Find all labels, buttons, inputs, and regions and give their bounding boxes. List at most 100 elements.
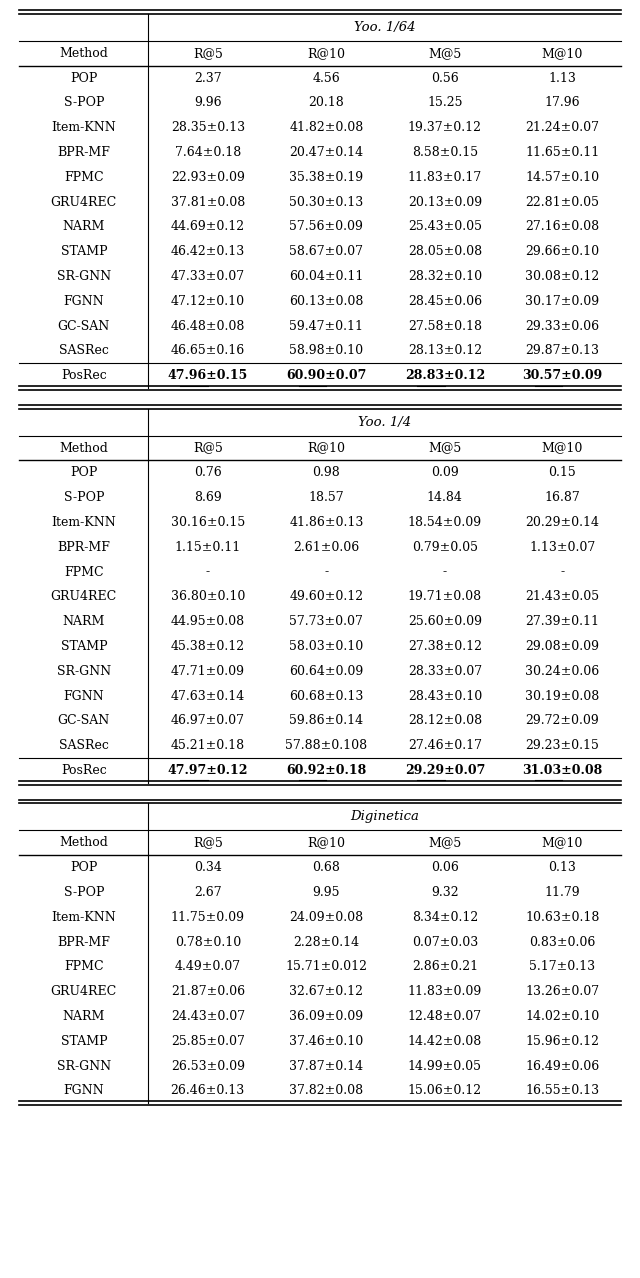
Text: 8.58±0.15: 8.58±0.15 [412,146,478,158]
Text: 37.81±0.08: 37.81±0.08 [171,196,245,208]
Text: 60.90±0.07: 60.90±0.07 [286,369,367,382]
Text: M@5: M@5 [428,441,461,455]
Text: 14.57±0.10: 14.57±0.10 [525,171,600,184]
Text: 8.69: 8.69 [194,491,221,504]
Text: 2.86±0.21: 2.86±0.21 [412,960,478,974]
Text: PosRec: PosRec [61,369,107,382]
Text: M@5: M@5 [428,47,461,60]
Text: Method: Method [60,836,108,850]
Text: 7.64±0.18: 7.64±0.18 [175,146,241,158]
Text: 32.67±0.12: 32.67±0.12 [289,985,364,998]
Text: Yoo. 1/4: Yoo. 1/4 [358,415,412,428]
Text: 15.25: 15.25 [427,96,463,110]
Text: 27.46±0.17: 27.46±0.17 [408,739,482,751]
Text: SR-GNN: SR-GNN [57,665,111,677]
Text: 47.12±0.10: 47.12±0.10 [171,295,245,308]
Text: 58.98±0.10: 58.98±0.10 [289,344,364,358]
Text: 41.82±0.08: 41.82±0.08 [289,121,364,134]
Text: 46.48±0.08: 46.48±0.08 [171,320,245,332]
Text: NARM: NARM [63,220,105,234]
Text: -: - [205,565,210,579]
Text: M@5: M@5 [428,836,461,850]
Text: 47.97±0.12: 47.97±0.12 [168,764,248,777]
Text: BPR-MF: BPR-MF [58,146,110,158]
Text: 16.87: 16.87 [545,491,580,504]
Text: 10.63±0.18: 10.63±0.18 [525,911,600,924]
Text: 9.96: 9.96 [194,96,221,110]
Text: 0.68: 0.68 [312,861,340,874]
Text: GRU4REC: GRU4REC [51,196,117,208]
Text: 27.58±0.18: 27.58±0.18 [408,320,482,332]
Text: 1.13±0.07: 1.13±0.07 [529,541,596,553]
Text: 50.30±0.13: 50.30±0.13 [289,196,364,208]
Text: 28.12±0.08: 28.12±0.08 [408,714,482,727]
Text: 60.64±0.09: 60.64±0.09 [289,665,364,677]
Text: 49.60±0.12: 49.60±0.12 [289,590,364,603]
Text: BPR-MF: BPR-MF [58,935,110,948]
Text: S-POP: S-POP [63,491,104,504]
Text: 29.23±0.15: 29.23±0.15 [525,739,600,751]
Text: R@5: R@5 [193,47,223,60]
Text: R@10: R@10 [307,836,346,850]
Text: 46.97±0.07: 46.97±0.07 [171,714,245,727]
Text: 18.57: 18.57 [308,491,344,504]
Text: 14.02±0.10: 14.02±0.10 [525,1010,600,1022]
Text: 57.88±0.108: 57.88±0.108 [285,739,367,751]
Text: 21.87±0.06: 21.87±0.06 [171,985,245,998]
Text: NARM: NARM [63,1010,105,1022]
Text: 28.05±0.08: 28.05±0.08 [408,245,482,258]
Text: 30.24±0.06: 30.24±0.06 [525,665,600,677]
Text: 47.71±0.09: 47.71±0.09 [171,665,245,677]
Text: 29.29±0.07: 29.29±0.07 [404,764,485,777]
Text: STAMP: STAMP [61,245,107,258]
Text: 27.38±0.12: 27.38±0.12 [408,640,482,653]
Text: 1.15±0.11: 1.15±0.11 [175,541,241,553]
Text: 5.17±0.13: 5.17±0.13 [529,960,595,974]
Text: 22.81±0.05: 22.81±0.05 [525,196,600,208]
Text: 60.04±0.11: 60.04±0.11 [289,270,364,282]
Text: 45.38±0.12: 45.38±0.12 [171,640,245,653]
Text: FPMC: FPMC [64,171,104,184]
Text: 15.06±0.12: 15.06±0.12 [408,1084,482,1098]
Text: 30.16±0.15: 30.16±0.15 [171,516,245,529]
Text: 27.39±0.11: 27.39±0.11 [525,615,600,627]
Text: GRU4REC: GRU4REC [51,590,117,603]
Text: 30.08±0.12: 30.08±0.12 [525,270,600,282]
Text: 27.16±0.08: 27.16±0.08 [525,220,600,234]
Text: 4.56: 4.56 [312,72,340,84]
Text: GC-SAN: GC-SAN [58,320,110,332]
Text: Item-KNN: Item-KNN [51,516,116,529]
Text: 19.71±0.08: 19.71±0.08 [408,590,482,603]
Text: 18.54±0.09: 18.54±0.09 [408,516,482,529]
Text: 29.33±0.06: 29.33±0.06 [525,320,600,332]
Text: 14.99±0.05: 14.99±0.05 [408,1059,482,1072]
Text: 0.09: 0.09 [431,466,459,479]
Text: 11.79: 11.79 [545,886,580,898]
Text: SASRec: SASRec [59,739,109,751]
Text: 11.83±0.09: 11.83±0.09 [408,985,482,998]
Text: 9.95: 9.95 [312,886,340,898]
Text: M@10: M@10 [541,47,583,60]
Text: FPMC: FPMC [64,565,104,579]
Text: FPMC: FPMC [64,960,104,974]
Text: 0.56: 0.56 [431,72,459,84]
Text: 25.60±0.09: 25.60±0.09 [408,615,482,627]
Text: 28.45±0.06: 28.45±0.06 [408,295,482,308]
Text: R@5: R@5 [193,441,223,455]
Text: 0.76: 0.76 [194,466,221,479]
Text: 36.80±0.10: 36.80±0.10 [171,590,245,603]
Text: 0.07±0.03: 0.07±0.03 [412,935,478,948]
Text: 37.82±0.08: 37.82±0.08 [289,1084,364,1098]
Text: 60.92±0.18: 60.92±0.18 [286,764,367,777]
Text: 24.43±0.07: 24.43±0.07 [171,1010,245,1022]
Text: 30.17±0.09: 30.17±0.09 [525,295,600,308]
Text: 30.57±0.09: 30.57±0.09 [522,369,603,382]
Text: 28.43±0.10: 28.43±0.10 [408,690,482,703]
Text: 19.37±0.12: 19.37±0.12 [408,121,482,134]
Text: PosRec: PosRec [61,764,107,777]
Text: 44.95±0.08: 44.95±0.08 [171,615,245,627]
Text: GC-SAN: GC-SAN [58,714,110,727]
Text: 41.86±0.13: 41.86±0.13 [289,516,364,529]
Text: 20.13±0.09: 20.13±0.09 [408,196,482,208]
Text: 29.08±0.09: 29.08±0.09 [525,640,600,653]
